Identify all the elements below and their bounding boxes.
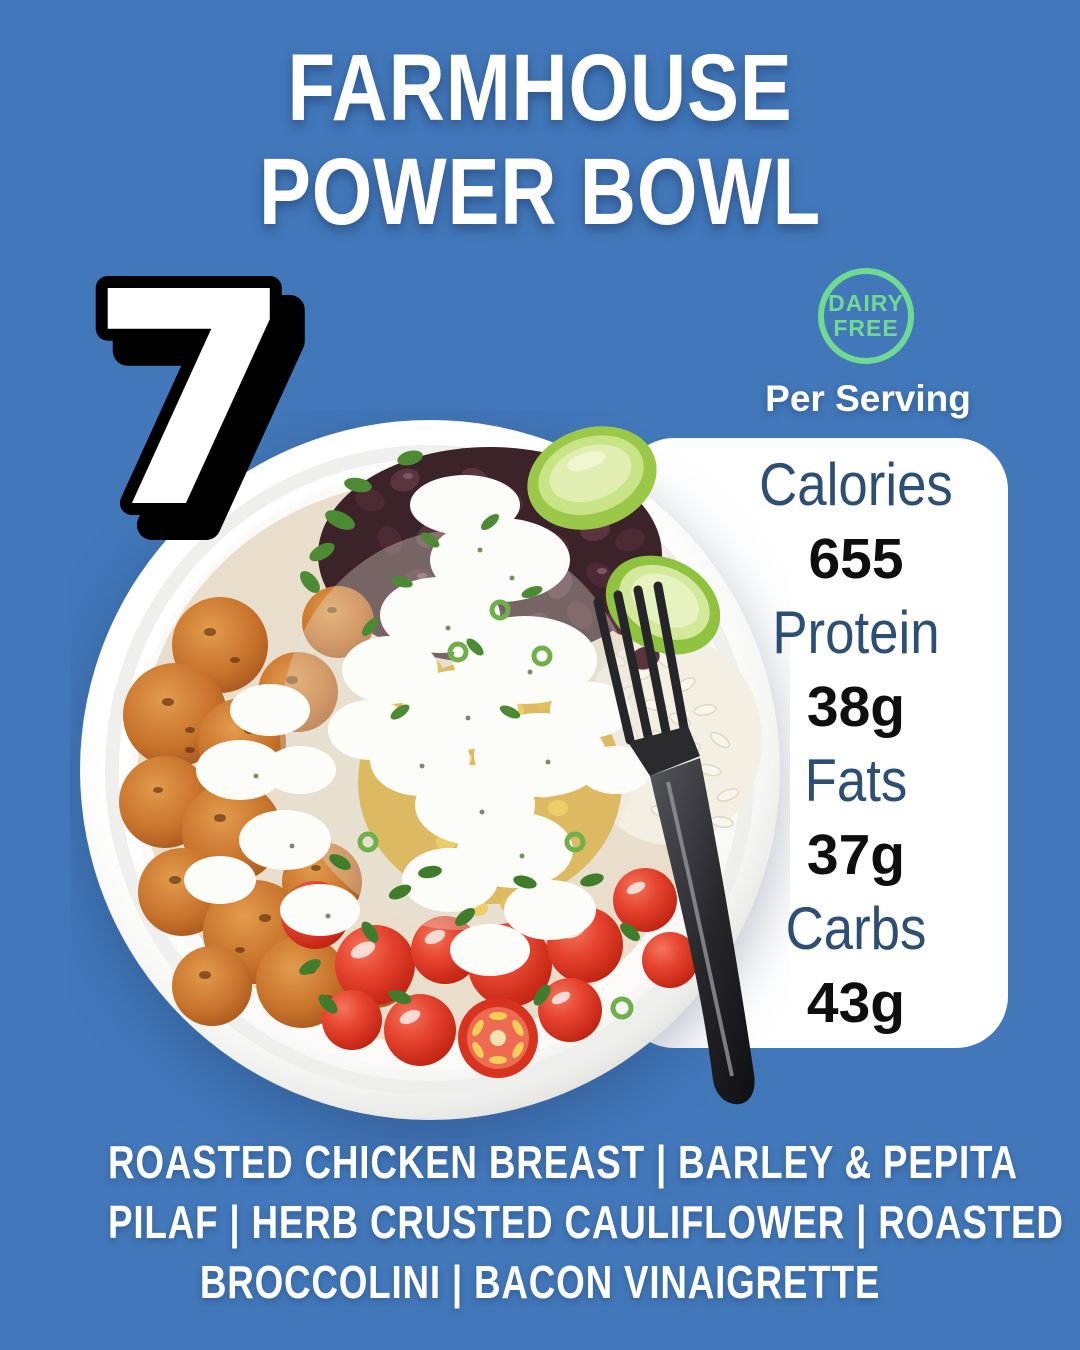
dairy-free-line-1: DAIRY — [828, 290, 904, 316]
svg-text:7: 7 — [88, 258, 293, 573]
dairy-free-line-2: FREE — [833, 315, 899, 341]
power-bowl-photo — [80, 420, 780, 1120]
fork-icon — [593, 581, 755, 1105]
ingredients-line-2: PILAF | HERB CRUSTED CAULIFLOWER | ROAST… — [108, 1196, 1064, 1248]
nutrition-value-carbs: 43g — [806, 971, 906, 1035]
nutrition-list: Calories 655 Protein 38g Fats 37g Carbs … — [706, 448, 1006, 1040]
nutrition-value-fats: 37g — [806, 823, 906, 887]
title-line-2: POWER BOWL — [258, 139, 822, 245]
svg-text:7: 7 — [108, 258, 310, 588]
title-line-1: FARMHOUSE — [287, 35, 793, 141]
nutrition-label-calories: Calories — [759, 451, 953, 518]
nutrition-value-protein: 38g — [806, 675, 906, 739]
per-serving-label: Per Serving — [765, 378, 971, 419]
nutrition-value-calories: 655 — [808, 527, 904, 591]
nutrition-label-carbs: Carbs — [785, 895, 927, 962]
number-badge: 7 7 — [76, 258, 310, 588]
cilantro — [299, 450, 640, 1020]
ingredients-text: ROASTED CHICKEN BREAST | BARLEY & PEPITA… — [0, 1132, 1080, 1312]
ingredients-line-1: ROASTED CHICKEN BREAST | BARLEY & PEPITA — [108, 1136, 1018, 1188]
page-title: FARMHOUSE POWER BOWL — [0, 36, 1080, 244]
dairy-free-badge: DAIRY FREE — [818, 268, 914, 364]
cut-tomato — [458, 998, 538, 1078]
nutrition-label-protein: Protein — [772, 599, 940, 666]
lime-wedge-top — [527, 426, 657, 530]
nutrition-label-fats: Fats — [804, 747, 908, 814]
ingredients-line-3: BROCCOLINI | BACON VINAIGRETTE — [199, 1256, 881, 1308]
